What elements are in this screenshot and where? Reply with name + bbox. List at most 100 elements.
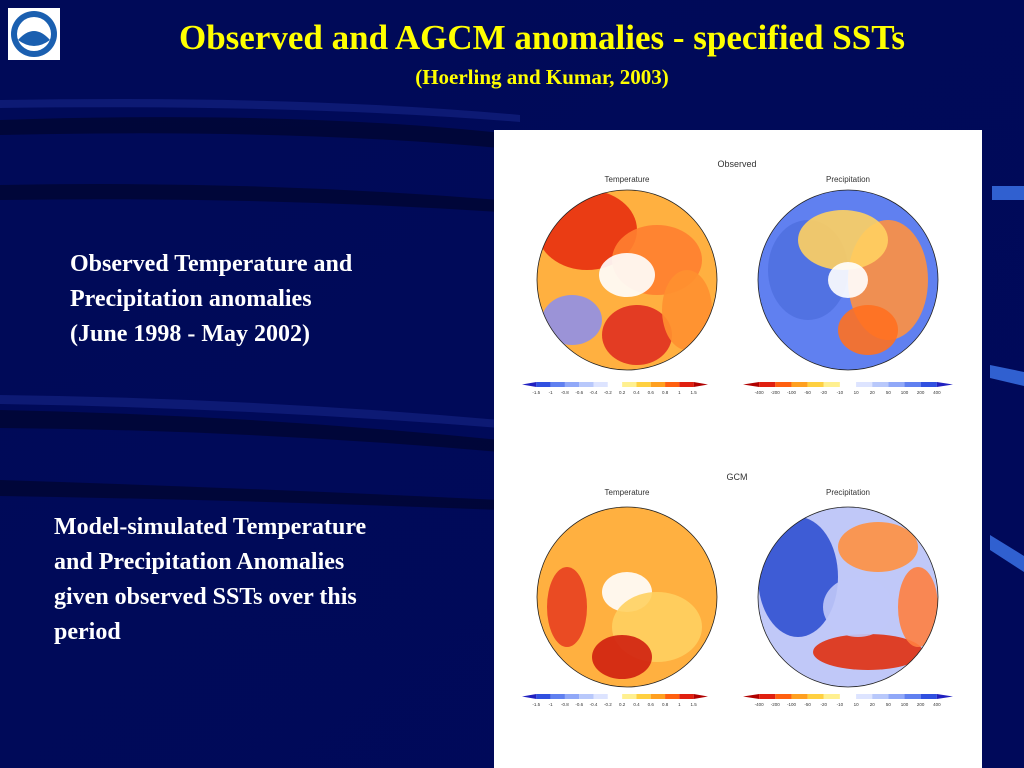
colorbar-end bbox=[936, 694, 953, 699]
colorbar-swatch bbox=[564, 382, 580, 387]
map bbox=[758, 190, 938, 370]
map-region bbox=[557, 522, 697, 592]
colorbar-end bbox=[936, 382, 953, 387]
side-tabs bbox=[990, 186, 1024, 572]
caption-line: Model-simulated Temperature bbox=[54, 514, 367, 540]
map-outline bbox=[536, 189, 718, 371]
colorbar-label: 0.4 bbox=[633, 390, 640, 395]
map-outline bbox=[757, 189, 939, 371]
colorbar-label: -10 bbox=[837, 390, 844, 395]
colorbar-label: -10 bbox=[837, 702, 844, 707]
colorbar-swatch bbox=[888, 694, 905, 699]
colorbar-end bbox=[743, 694, 760, 699]
caption-line: Observed Temperature and bbox=[70, 251, 353, 277]
colorbar-end bbox=[743, 382, 760, 387]
map-region bbox=[798, 210, 888, 270]
colorbar-swatch bbox=[904, 382, 921, 387]
colorbar-label: 1.5 bbox=[691, 702, 698, 707]
slide-title: Observed and AGCM anomalies - specified … bbox=[179, 18, 905, 57]
colorbar-label: 0.8 bbox=[662, 390, 669, 395]
map-region bbox=[662, 270, 712, 350]
colorbar-swatch bbox=[759, 382, 776, 387]
colorbar-label: 400 bbox=[933, 390, 941, 395]
colorbar-swatch bbox=[636, 694, 651, 699]
colorbar-end bbox=[693, 694, 708, 699]
map-region bbox=[838, 305, 898, 355]
colorbar-swatch bbox=[564, 694, 580, 699]
colorbar-label: 20 bbox=[870, 702, 876, 707]
map-region bbox=[838, 522, 918, 572]
colorbar-label: -0.6 bbox=[575, 702, 583, 707]
background-highlights bbox=[0, 99, 520, 428]
map-region bbox=[898, 567, 938, 647]
caption-line: (June 1998 - May 2002) bbox=[70, 321, 310, 347]
colorbar-label: -1.5 bbox=[532, 390, 540, 395]
colorbar-label: 1 bbox=[678, 702, 681, 707]
colorbar-label: -20 bbox=[821, 702, 828, 707]
map-region bbox=[599, 253, 655, 297]
colorbar-swatch bbox=[872, 382, 889, 387]
map-label: Precipitation bbox=[826, 175, 870, 184]
colorbar-end bbox=[693, 382, 708, 387]
map bbox=[537, 190, 717, 370]
map-region bbox=[823, 577, 893, 637]
colorbar-label: 100 bbox=[901, 390, 909, 395]
colorbar-swatch bbox=[650, 382, 666, 387]
colorbar-swatch bbox=[856, 694, 873, 699]
colorbar-label: -200 bbox=[771, 702, 781, 707]
map-outline bbox=[757, 506, 939, 688]
map-region bbox=[547, 567, 587, 647]
colorbar-swatch bbox=[579, 694, 594, 699]
colorbar-swatch bbox=[759, 694, 776, 699]
colorbar-label: -0.2 bbox=[604, 702, 612, 707]
panel-title: GCM bbox=[727, 472, 748, 482]
colorbar-label: 0.4 bbox=[633, 702, 640, 707]
colorbar-label: -400 bbox=[755, 702, 765, 707]
map-region bbox=[758, 517, 838, 637]
background-streaks bbox=[0, 117, 520, 510]
colorbar-swatch bbox=[775, 382, 792, 387]
panel-title: Observed bbox=[717, 159, 756, 169]
colorbar-label: -1.5 bbox=[532, 702, 540, 707]
colorbar-swatch bbox=[856, 382, 873, 387]
colorbar-label: 0.6 bbox=[648, 702, 655, 707]
colorbar-swatch bbox=[607, 694, 623, 699]
colorbar-label: -50 bbox=[804, 702, 811, 707]
colorbar-swatch bbox=[536, 382, 551, 387]
colorbar-swatch bbox=[839, 694, 857, 699]
colorbar-swatch bbox=[872, 694, 889, 699]
colorbar-label: 0.2 bbox=[619, 702, 626, 707]
colorbar-label: -400 bbox=[755, 390, 765, 395]
colorbar-swatch bbox=[888, 382, 905, 387]
map bbox=[758, 507, 938, 687]
colorbar-swatch bbox=[904, 694, 921, 699]
colorbar-swatch bbox=[807, 694, 824, 699]
colorbar-swatch bbox=[665, 694, 680, 699]
colorbar-label: -0.8 bbox=[561, 390, 569, 395]
colorbar-label: -0.4 bbox=[590, 702, 598, 707]
colorbar-label: -100 bbox=[787, 390, 797, 395]
caption-line: Precipitation anomalies bbox=[70, 286, 312, 312]
map-region bbox=[592, 635, 652, 679]
colorbar-swatch bbox=[622, 694, 637, 699]
map-label: Temperature bbox=[605, 175, 650, 184]
colorbar-end bbox=[522, 382, 537, 387]
colorbar-label: 1 bbox=[678, 390, 681, 395]
colorbar-label: 1.5 bbox=[691, 390, 698, 395]
map-label: Precipitation bbox=[826, 488, 870, 497]
colorbar-swatch bbox=[679, 382, 694, 387]
colorbar-swatch bbox=[920, 694, 937, 699]
colorbar-label: 10 bbox=[854, 390, 860, 395]
colorbar-label: -50 bbox=[804, 390, 811, 395]
colorbar-label: -0.8 bbox=[561, 702, 569, 707]
colorbar-end bbox=[522, 694, 537, 699]
colorbar-label: 0.6 bbox=[648, 390, 655, 395]
colorbar-label: 20 bbox=[870, 390, 876, 395]
caption-line: period bbox=[54, 619, 121, 645]
colorbar-label: -1 bbox=[549, 390, 553, 395]
map-region bbox=[828, 262, 868, 298]
colorbar-swatch bbox=[636, 382, 651, 387]
colorbar-swatch bbox=[579, 382, 594, 387]
slide-subtitle: (Hoerling and Kumar, 2003) bbox=[415, 65, 669, 89]
